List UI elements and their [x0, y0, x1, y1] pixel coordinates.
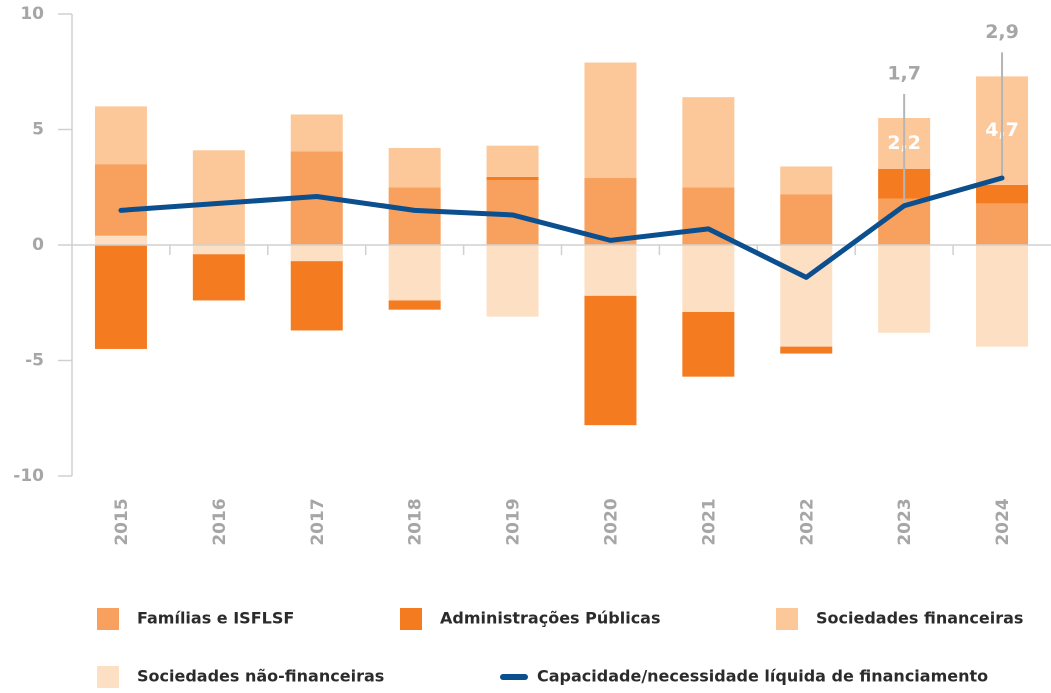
bar-segment	[976, 184, 1029, 204]
bar-segment	[388, 147, 441, 188]
legend-swatch	[400, 608, 422, 630]
bar-segment	[780, 194, 833, 245]
bar-segment	[290, 114, 343, 152]
bar-segment	[682, 245, 735, 312]
x-tick-label: 2024	[993, 498, 1013, 545]
bar-segment	[486, 245, 539, 317]
bar-segment	[682, 311, 735, 377]
y-tick-label: 0	[32, 235, 44, 255]
legend-label: Sociedades não-financeiras	[137, 667, 384, 686]
legend-label: Sociedades financeiras	[816, 609, 1023, 628]
bar-segment	[584, 62, 637, 179]
bar-segment	[192, 150, 245, 245]
bar-segment	[94, 235, 147, 245]
x-tick-label: 2022	[797, 498, 817, 545]
bar-segment	[192, 254, 245, 301]
legend-swatch	[97, 666, 119, 688]
x-tick-label: 2018	[406, 498, 426, 545]
bar-segment	[290, 261, 343, 331]
legend-swatch	[97, 608, 119, 630]
bar-segment	[976, 203, 1029, 245]
x-tick-label: 2021	[699, 498, 719, 545]
bar-segment	[388, 245, 441, 301]
bar-segment	[290, 245, 343, 262]
bar-segment	[192, 245, 245, 255]
bar-segment	[94, 245, 147, 349]
legend-label: Administrações Públicas	[440, 609, 661, 628]
bar-segment	[584, 245, 637, 296]
x-tick-label: 2023	[895, 498, 915, 545]
bar-segment	[94, 106, 147, 165]
bar-segment	[94, 164, 147, 236]
x-tick-label: 2015	[112, 498, 132, 545]
x-tick-label: 2016	[210, 498, 230, 545]
line-value-label: 2,9	[985, 21, 1019, 43]
y-tick-label: -10	[13, 466, 44, 486]
legend-swatch	[776, 608, 798, 630]
bar-segment	[976, 245, 1029, 347]
legend-label: Famílias e ISFLSF	[137, 609, 294, 628]
bar-segment	[486, 145, 539, 177]
bar-segment	[584, 295, 637, 426]
bar-segment	[388, 300, 441, 310]
y-tick-label: 5	[32, 120, 44, 140]
y-tick-label: 10	[20, 4, 44, 24]
line	[118, 175, 1005, 280]
bar-segment	[780, 245, 833, 347]
bar-segment	[780, 346, 833, 354]
bar-segment	[486, 176, 539, 181]
bar-segment	[388, 187, 441, 245]
bar-segment	[780, 166, 833, 195]
x-tick-label: 2017	[308, 498, 328, 545]
bar-segment	[878, 245, 931, 333]
y-tick-label: -5	[25, 351, 44, 371]
x-tick-label: 2019	[504, 498, 524, 545]
x-tick-label: 2020	[601, 498, 621, 545]
bar-segment	[682, 97, 735, 188]
legend-label: Capacidade/necessidade líquida de financ…	[537, 667, 988, 686]
line-value-label: 1,7	[887, 62, 921, 84]
